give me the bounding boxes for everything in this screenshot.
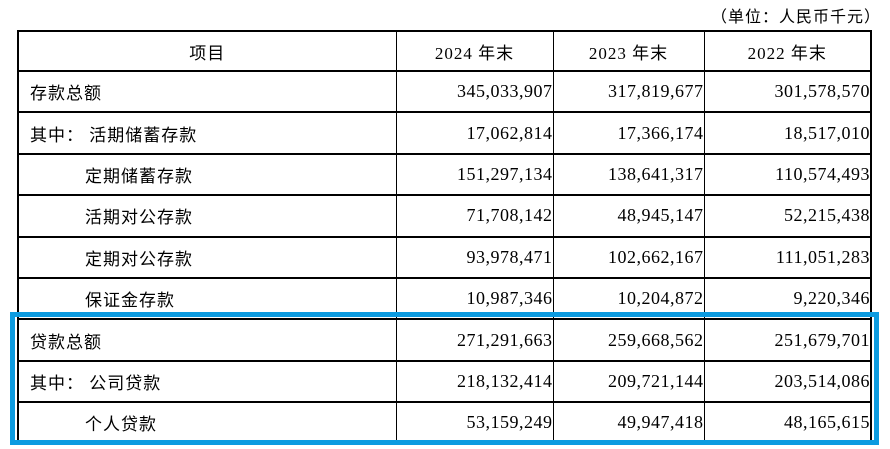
cell-value: 345,033,907 [395, 69, 554, 114]
cell-value: 71,708,142 [395, 194, 554, 238]
table-row: 其中： 活期储蓄存款 17,062,814 17,366,174 18,517,010 [17, 111, 872, 155]
cell-value: 203,514,086 [703, 359, 872, 404]
row-label: 贷款总额 [17, 318, 397, 362]
row-label: 其中： 活期储蓄存款 [17, 111, 397, 155]
cell-value: 17,062,814 [395, 111, 554, 155]
table-row: 贷款总额 271,291,663 259,668,562 251,679,701 [17, 318, 872, 362]
table-row: 定期储蓄存款 151,297,134 138,641,317 110,574,493 [17, 152, 872, 197]
table-row: 定期对公存款 93,978,471 102,662,167 111,051,283 [17, 235, 872, 279]
cell-value: 102,662,167 [552, 235, 705, 279]
row-label: 其中： 公司贷款 [17, 359, 397, 404]
financial-table: 项目 2024 年末 2023 年末 2022 年末 存款总额 345,033,907 3… [17, 30, 872, 445]
table-header-row: 项目 2024 年末 2023 年末 2022 年末 [17, 30, 872, 72]
cell-value: 111,051,283 [703, 235, 872, 279]
cell-value: 251,679,701 [703, 318, 872, 362]
cell-value: 209,721,144 [552, 359, 705, 404]
cell-value: 49,947,418 [552, 401, 705, 445]
row-label: 定期对公存款 [17, 235, 397, 279]
cell-value: 9,220,346 [703, 276, 872, 321]
table-row: 其中： 公司贷款 218,132,414 209,721,144 203,514,08… [17, 359, 872, 404]
row-label: 存款总额 [17, 69, 397, 114]
unit-note: （单位：人民币千元） [710, 9, 881, 26]
cell-value: 218,132,414 [395, 359, 554, 404]
row-label: 活期对公存款 [17, 194, 397, 238]
column-header-0: 项目 [17, 30, 397, 72]
cell-value: 48,945,147 [552, 194, 705, 238]
table-row: 活期对公存款 71,708,142 48,945,147 52,215,438 [17, 194, 872, 238]
cell-value: 52,215,438 [703, 194, 872, 238]
cell-value: 10,987,346 [395, 276, 554, 321]
cell-value: 301,578,570 [703, 69, 872, 114]
table-row: 存款总额 345,033,907 317,819,677 301,578,570 [17, 69, 872, 114]
cell-value: 93,978,471 [395, 235, 554, 279]
column-header-1: 2024 年末 [395, 30, 554, 72]
row-label: 定期储蓄存款 [17, 152, 397, 197]
row-label: 保证金存款 [17, 276, 397, 321]
cell-value: 53,159,249 [395, 401, 554, 445]
cell-value: 110,574,493 [703, 152, 872, 197]
row-label: 个人贷款 [17, 401, 397, 445]
cell-value: 317,819,677 [552, 69, 705, 114]
cell-value: 10,204,872 [552, 276, 705, 321]
table-body: 存款总额 345,033,907 317,819,677 301,578,570 其中：… [17, 69, 872, 445]
cell-value: 151,297,134 [395, 152, 554, 197]
cell-value: 17,366,174 [552, 111, 705, 155]
table-row: 个人贷款 53,159,249 49,947,418 48,165,615 [17, 401, 872, 445]
table-row: 保证金存款 10,987,346 10,204,872 9,220,346 [17, 276, 872, 321]
cell-value: 138,641,317 [552, 152, 705, 197]
cell-value: 259,668,562 [552, 318, 705, 362]
column-header-2: 2023 年末 [552, 30, 705, 72]
cell-value: 48,165,615 [703, 401, 872, 445]
column-header-3: 2022 年末 [703, 30, 872, 72]
cell-value: 18,517,010 [703, 111, 872, 155]
cell-value: 271,291,663 [395, 318, 554, 362]
